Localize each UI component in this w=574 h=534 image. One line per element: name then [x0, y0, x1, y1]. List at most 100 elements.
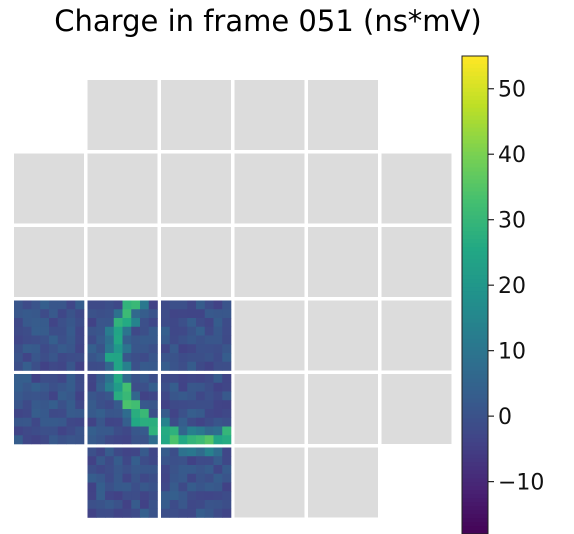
colorbar-segment: [462, 231, 488, 236]
heatmap-pixel: [57, 335, 67, 345]
heatmap-pixel: [196, 447, 206, 457]
heatmap-pixel: [222, 447, 232, 457]
colorbar-segment: [462, 370, 488, 376]
heatmap-pixel: [113, 508, 123, 518]
heatmap-pixel: [148, 374, 158, 384]
heatmap-pixel: [131, 326, 141, 336]
heatmap-pixel: [66, 361, 76, 371]
heatmap-pixel: [178, 473, 188, 483]
colorbar-segment: [462, 470, 488, 475]
heatmap-pixel: [113, 309, 123, 319]
heatmap-pixel: [105, 400, 115, 410]
heatmap-pixel: [178, 318, 188, 328]
colorbar-segment: [462, 123, 488, 129]
heatmap-pixel: [66, 344, 76, 354]
heatmap-pixel: [204, 318, 214, 328]
heatmap-pixel: [75, 382, 85, 392]
heatmap-pixel: [40, 318, 50, 328]
heatmap-pixel: [187, 473, 197, 483]
heatmap-pixel: [75, 335, 85, 345]
inactive-module: [234, 153, 305, 224]
heatmap-pixel: [87, 482, 97, 492]
heatmap-pixel: [140, 361, 150, 371]
colorbar-segment: [462, 394, 488, 400]
heatmap-pixel: [105, 300, 115, 310]
heatmap-pixel: [131, 417, 141, 427]
colorbar-segment: [462, 434, 488, 439]
heatmap-pixel: [178, 508, 188, 518]
inactive-module: [308, 80, 378, 150]
colorbar-segment: [462, 334, 488, 340]
heatmap-pixel: [178, 426, 188, 436]
heatmap-pixel: [131, 508, 141, 518]
colorbar-segment: [462, 446, 488, 451]
heatmap-pixel: [161, 473, 171, 483]
heatmap-pixel: [75, 318, 85, 328]
colorbar-tick-label: 10: [498, 340, 526, 365]
heatmap-pixel: [222, 482, 232, 492]
heatmap-pixel: [178, 456, 188, 466]
heatmap-pixel: [161, 417, 171, 427]
heatmap-pixel: [131, 409, 141, 419]
colorbar-segment: [462, 59, 488, 65]
heatmap-pixel: [178, 326, 188, 336]
heatmap-pixel: [213, 382, 223, 392]
colorbar-segment: [462, 167, 488, 173]
heatmap-pixel: [222, 374, 232, 384]
heatmap-pixel: [14, 417, 24, 427]
heatmap-pixel: [96, 417, 106, 427]
heatmap-pixel: [105, 361, 115, 371]
heatmap-pixel: [105, 473, 115, 483]
heatmap-pixel: [96, 482, 106, 492]
heatmap-pixel: [204, 465, 214, 475]
heatmap-pixel: [222, 473, 232, 483]
heatmap-pixel: [169, 344, 179, 354]
colorbar-segment: [462, 418, 488, 424]
active-module: [87, 374, 158, 445]
heatmap-pixel: [187, 309, 197, 319]
inactive-module: [87, 227, 158, 297]
heatmap-pixel: [131, 300, 141, 310]
colorbar-segment: [462, 442, 488, 447]
colorbar-segment: [462, 362, 488, 368]
inactive-module: [161, 153, 231, 224]
heatmap-pixel: [122, 426, 132, 436]
heatmap-pixel: [87, 326, 97, 336]
heatmap-pixel: [14, 409, 24, 419]
heatmap-pixel: [122, 374, 132, 384]
heatmap-pixel: [178, 482, 188, 492]
heatmap-pixel: [113, 500, 123, 510]
heatmap-pixel: [222, 508, 232, 518]
heatmap-pixel: [161, 409, 171, 419]
heatmap-pixel: [31, 435, 41, 445]
heatmap-pixel: [196, 353, 206, 363]
heatmap-pixel: [105, 447, 115, 457]
heatmap-pixel: [169, 391, 179, 401]
colorbar-tick-label: −10: [498, 471, 544, 496]
colorbar-segment: [462, 219, 488, 224]
heatmap-pixel: [75, 326, 85, 336]
colorbar-segment: [462, 422, 488, 428]
heatmap-pixel: [66, 309, 76, 319]
heatmap-pixel: [87, 426, 97, 436]
colorbar-segment: [462, 386, 488, 392]
heatmap-pixel: [196, 344, 206, 354]
heatmap-pixel: [87, 309, 97, 319]
colorbar-segment: [462, 330, 488, 336]
heatmap-pixel: [113, 435, 123, 445]
colorbar-segment: [462, 179, 488, 185]
colorbar-segment: [462, 195, 488, 200]
heatmap-pixel: [66, 400, 76, 410]
heatmap-pixel: [187, 318, 197, 328]
heatmap-pixel: [148, 456, 158, 466]
colorbar-segment: [462, 239, 488, 244]
heatmap-pixel: [49, 391, 59, 401]
heatmap-pixel: [75, 426, 85, 436]
heatmap-pixel: [22, 400, 32, 410]
heatmap-pixel: [113, 482, 123, 492]
heatmap-pixel: [131, 318, 141, 328]
colorbar-segment: [462, 71, 488, 77]
heatmap-pixel: [75, 300, 85, 310]
colorbar-segment: [462, 410, 488, 416]
heatmap-pixel: [131, 491, 141, 501]
